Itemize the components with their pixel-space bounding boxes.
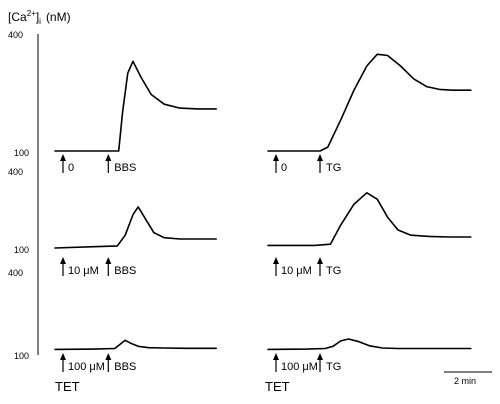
pretreatment-arrow-left-row0 <box>60 154 66 173</box>
y-tick-label-top-row2: 400 <box>8 268 23 278</box>
y-tick-label-top-row1: 400 <box>8 167 23 177</box>
traces-layer <box>54 53 472 351</box>
y-axis-label: [Ca2+]i (nM) <box>8 9 71 26</box>
pretreatment-arrow-right-row1 <box>273 257 279 276</box>
pretreatment-label-left-row1: 10 μM <box>68 265 99 277</box>
trace-line-tg-row1 <box>267 192 472 247</box>
trace-line-bbs-row1 <box>54 206 217 249</box>
agonist-label-right-row1: TG <box>326 265 341 277</box>
agonist-label-left-row2: BBS <box>114 361 136 373</box>
agonist-label-right-row2: TG <box>326 361 341 373</box>
trace-line-tg-row0 <box>267 53 472 152</box>
y-tick-label-top-row0: 400 <box>8 30 23 40</box>
scale-bar-label: 2 min <box>454 376 476 386</box>
pretreatment-label-right-row2: 100 μM <box>281 361 318 373</box>
pretreatment-arrow-right-row2 <box>273 353 279 372</box>
agonist-arrow-left-row0 <box>105 154 112 173</box>
y-tick-label-bottom-row1: 100 <box>14 245 29 255</box>
y-tick-label-bottom-row0: 100 <box>14 148 29 158</box>
trace-line-bbs-row0 <box>54 60 217 152</box>
agonist-label-left-row0: BBS <box>114 162 136 174</box>
trace-line-bbs-row2 <box>54 339 217 351</box>
column-label-right: TET <box>265 379 290 394</box>
y-tick-label-bottom-row2: 100 <box>14 351 29 361</box>
trace-line-tg-row2 <box>267 338 472 351</box>
agonist-arrow-right-row0 <box>317 154 323 173</box>
agonist-label-right-row0: TG <box>326 162 341 174</box>
pretreatment-label-right-row1: 10 μM <box>281 265 312 277</box>
agonist-arrow-left-row2 <box>105 353 112 372</box>
agonist-label-left-row1: BBS <box>114 265 136 277</box>
column-label-left: TET <box>55 379 80 394</box>
pretreatment-arrow-left-row2 <box>60 353 66 372</box>
pretreatment-label-left-row0: 0 <box>68 162 74 174</box>
pretreatment-label-left-row2: 100 μM <box>68 361 105 373</box>
pretreatment-label-right-row0: 0 <box>281 162 287 174</box>
agonist-arrow-left-row1 <box>105 257 112 276</box>
agonist-arrow-right-row2 <box>317 353 323 372</box>
agonist-arrow-right-row1 <box>317 257 323 276</box>
pretreatment-arrow-left-row1 <box>60 257 66 276</box>
annotations-layer: 0 BBS 0 TG 10 μM BBS 10 μM TG 100 μM BBS 100 μM TG <box>60 154 341 373</box>
pretreatment-arrow-right-row0 <box>273 154 279 173</box>
